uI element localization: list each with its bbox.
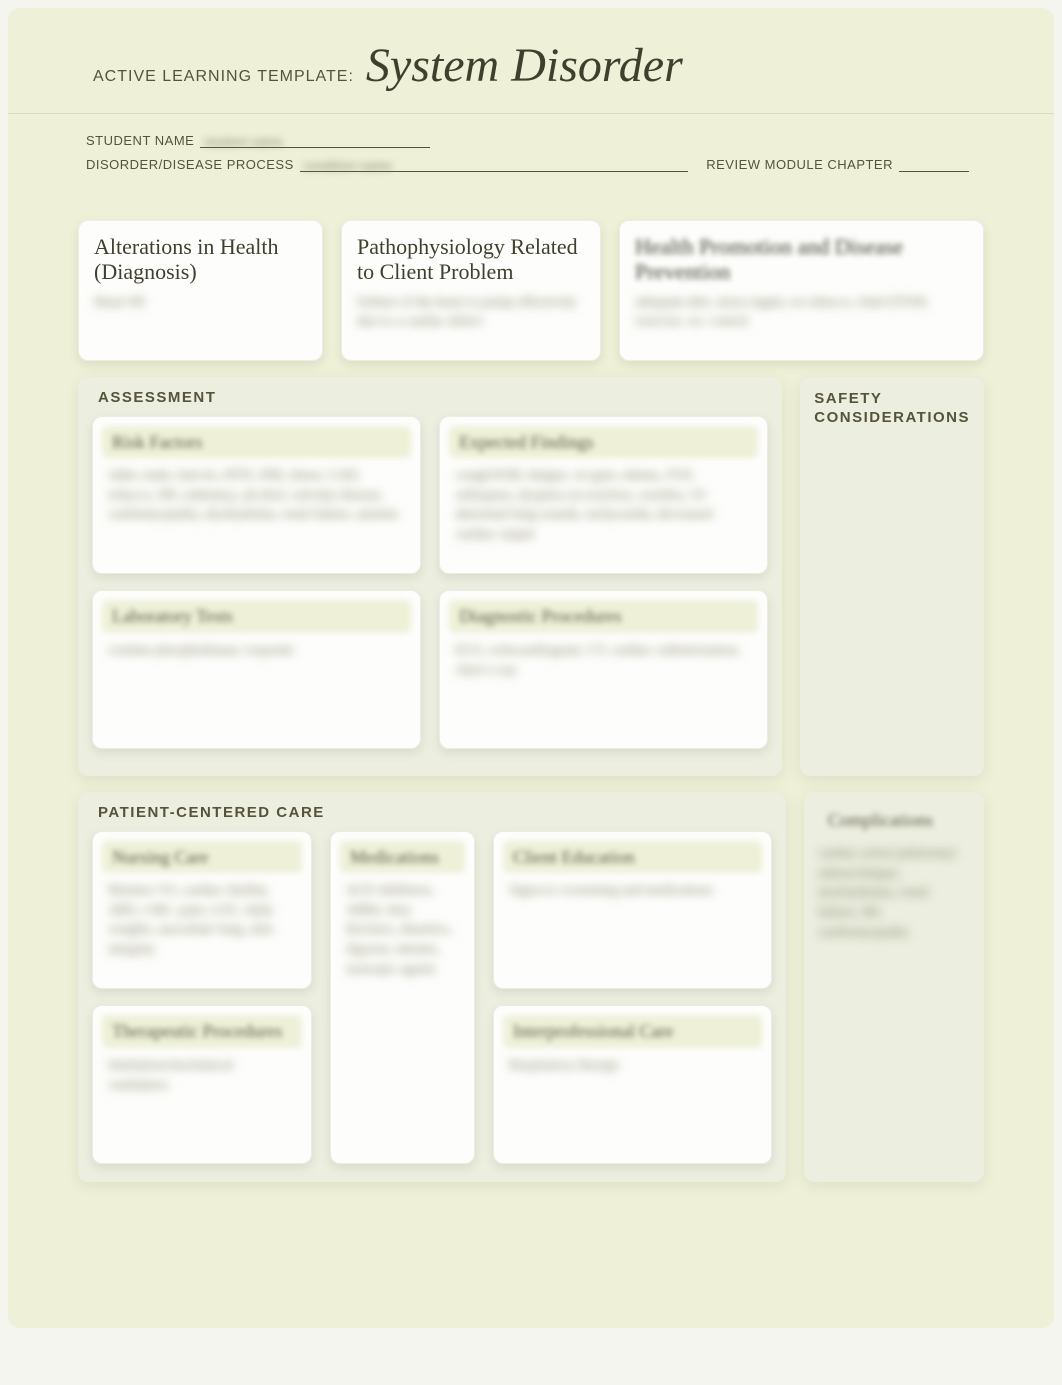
card-risk-factors-body: older, male, fam hx, HTN, DM, obese, CAD… [108, 466, 405, 556]
card-nursing-care: Nursing Care Monitor VS, cardiac rhythm,… [92, 831, 312, 990]
disorder-field[interactable]: condition name [300, 156, 688, 172]
assessment-col-right: Expected Findings cough/SOB, fatigue, wt… [439, 416, 768, 749]
disorder-label: DISORDER/DISEASE PROCESS [86, 157, 294, 172]
card-therapeutic-procedures: Therapeutic Procedures Intubation/mechan… [92, 1005, 312, 1164]
assessment-grid: Risk Factors older, male, fam hx, HTN, D… [92, 416, 768, 749]
card-lab-tests-body: creatine phosphokinase, troponin [108, 641, 405, 731]
pcc-row: PATIENT-CENTERED CARE Nursing Care Monit… [78, 792, 984, 1182]
student-info-block: STUDENT NAME student name DISORDER/DISEA… [8, 114, 1054, 190]
card-lab-tests-title: Laboratory Tests [102, 600, 411, 633]
card-nursing-care-title: Nursing Care [102, 841, 302, 874]
student-name-row: STUDENT NAME student name [86, 132, 969, 148]
content-area: Alterations in Health (Diagnosis) Heart … [8, 190, 1054, 1182]
card-risk-factors: Risk Factors older, male, fam hx, HTN, D… [92, 416, 421, 575]
card-expected-findings-body: cough/SOB, fatigue, wt gain, edema, JVD,… [455, 466, 752, 556]
card-client-education-body: Signs/sx worsening and medications [509, 881, 756, 971]
pcc-label: PATIENT-CENTERED CARE [98, 804, 772, 821]
card-therapeutic-procedures-body: Intubation/mechanical ventilation [108, 1056, 296, 1146]
card-pathophysiology-title: Pathophysiology Related to Client Proble… [357, 234, 585, 285]
template-label: ACTIVE LEARNING TEMPLATE: [93, 68, 354, 86]
template-title: System Disorder [366, 38, 683, 93]
disorder-row: DISORDER/DISEASE PROCESS condition name … [86, 156, 969, 172]
student-name-field[interactable]: student name [200, 132, 430, 148]
complications-panel: Complications cardiac arrest pulmonary e… [804, 792, 984, 1182]
card-health-promo: Health Promotion and Disease Prevention … [619, 220, 984, 361]
complications-title: Complications [818, 804, 970, 837]
card-medications-title: Medications [340, 841, 465, 874]
chapter-field[interactable] [899, 156, 969, 172]
safety-label: SAFETY CONSIDERATIONS [814, 389, 970, 428]
pcc-panel: PATIENT-CENTERED CARE Nursing Care Monit… [78, 792, 786, 1182]
assessment-col-left: Risk Factors older, male, fam hx, HTN, D… [92, 416, 421, 749]
pcc-col-b: Medications ACE inhibitors, ARBs, beta b… [330, 831, 475, 1164]
card-expected-findings: Expected Findings cough/SOB, fatigue, wt… [439, 416, 768, 575]
card-client-education: Client Education Signs/sx worsening and … [493, 831, 772, 990]
top-row: Alterations in Health (Diagnosis) Heart … [78, 220, 984, 361]
card-interprofessional-body: Respiratory therapy [509, 1056, 756, 1146]
card-diagnostic-procedures-title: Diagnostic Procedures [449, 600, 758, 633]
pcc-col-a: Nursing Care Monitor VS, cardiac rhythm,… [92, 831, 312, 1164]
card-pathophysiology: Pathophysiology Related to Client Proble… [341, 220, 601, 361]
page-container: ACTIVE LEARNING TEMPLATE: System Disorde… [8, 8, 1054, 1328]
card-medications: Medications ACE inhibitors, ARBs, beta b… [330, 831, 475, 1164]
card-lab-tests: Laboratory Tests creatine phosphokinase,… [92, 590, 421, 749]
card-health-promo-body: adequate diet, stress mgmt, no tobacco, … [635, 293, 968, 343]
card-pathophysiology-body: Failure of the heart to pump effectively… [357, 293, 585, 343]
card-risk-factors-title: Risk Factors [102, 426, 411, 459]
card-interprofessional: Interprofessional Care Respiratory thera… [493, 1005, 772, 1164]
header-bar: ACTIVE LEARNING TEMPLATE: System Disorde… [8, 8, 1054, 114]
assessment-panel: ASSESSMENT Risk Factors older, male, fam… [78, 377, 782, 776]
chapter-label: REVIEW MODULE CHAPTER [706, 157, 893, 172]
card-expected-findings-title: Expected Findings [449, 426, 758, 459]
complications-body: cardiac arrest pulmonary edema/fatigue, … [818, 844, 970, 1144]
safety-panel: SAFETY CONSIDERATIONS [800, 377, 984, 776]
card-interprofessional-title: Interprofessional Care [503, 1015, 762, 1048]
card-client-education-title: Client Education [503, 841, 762, 874]
assessment-row: ASSESSMENT Risk Factors older, male, fam… [78, 377, 984, 776]
assessment-label: ASSESSMENT [98, 389, 768, 406]
card-therapeutic-procedures-title: Therapeutic Procedures [102, 1015, 302, 1048]
disorder-value: condition name [304, 159, 392, 173]
pcc-col-c: Client Education Signs/sx worsening and … [493, 831, 772, 1164]
card-diagnostic-procedures: Diagnostic Procedures ECG, echocardiogra… [439, 590, 768, 749]
card-nursing-care-body: Monitor VS, cardiac rhythm, ABG, CBC, pa… [108, 881, 296, 971]
card-alterations: Alterations in Health (Diagnosis) Heart … [78, 220, 323, 361]
student-name-label: STUDENT NAME [86, 133, 194, 148]
card-alterations-body: Heart fill [94, 293, 307, 343]
card-medications-body: ACE inhibitors, ARBs, beta blockers, diu… [346, 881, 459, 1131]
card-alterations-title: Alterations in Health (Diagnosis) [94, 234, 307, 285]
card-diagnostic-procedures-body: ECG, echocardiogram, CT, cardiac cathete… [455, 641, 752, 731]
student-name-value: student name [204, 135, 283, 149]
safety-body [814, 438, 970, 758]
pcc-grid: Nursing Care Monitor VS, cardiac rhythm,… [92, 831, 772, 1164]
card-health-promo-title: Health Promotion and Disease Prevention [635, 234, 968, 285]
